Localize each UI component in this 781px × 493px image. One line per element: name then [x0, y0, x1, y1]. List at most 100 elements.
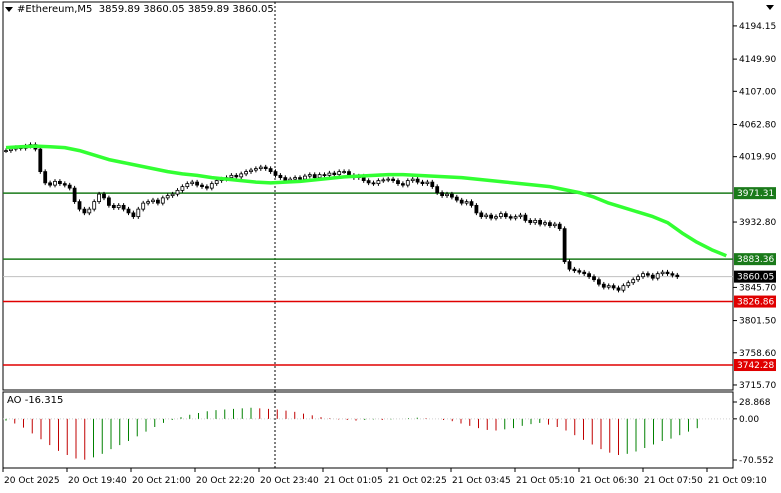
level-price-badge [734, 187, 776, 200]
candle-bullish [244, 171, 249, 175]
candle-bearish [503, 213, 508, 218]
candle-bearish [415, 178, 420, 183]
candle-bullish [518, 214, 523, 218]
chart-scroll-icon[interactable] [766, 5, 774, 10]
time-axis-label: 21 Oct 07:50 [644, 476, 703, 486]
price-axis-tick-label: 3801.50 [739, 317, 776, 327]
time-axis-label: 21 Oct 05:10 [516, 476, 575, 486]
candle-bearish [102, 193, 106, 199]
candle-bearish [459, 199, 464, 204]
time-axis-label: 20 Oct 21:00 [132, 476, 191, 486]
level-price-label: 3826.86 [737, 298, 774, 308]
candle-bullish [621, 285, 626, 291]
candle-bullish [190, 181, 195, 185]
candle-bullish [165, 195, 170, 199]
candle-bearish [440, 192, 445, 197]
candle-bullish [317, 174, 322, 179]
price-axis-tick-label: 3932.80 [739, 218, 776, 228]
candle-bearish [131, 212, 136, 218]
candle-bearish [435, 186, 440, 194]
candle-bullish [376, 180, 381, 185]
ohlc-readout: 3859.89 3860.05 3859.89 3860.05 [98, 4, 274, 15]
ao-pane-frame [2, 391, 734, 469]
candle-bullish [425, 181, 430, 185]
candle-bullish [239, 173, 244, 178]
candle-bullish [209, 183, 214, 189]
candle-bullish [484, 214, 489, 218]
price-axis-tick-label: 3758.60 [739, 349, 776, 359]
candle-bearish [528, 219, 533, 224]
candle-bearish [474, 204, 479, 214]
candle-bullish [513, 216, 518, 219]
candle-bullish [641, 273, 645, 278]
candle-bullish [636, 276, 640, 281]
candle-bearish [430, 181, 435, 188]
symbol-menu-arrow-icon[interactable] [5, 7, 13, 12]
candle-bullish [626, 282, 631, 287]
candle-bullish [170, 193, 175, 197]
candle-bearish [523, 214, 528, 221]
candle-bullish [655, 273, 660, 279]
candle-bearish [572, 268, 577, 272]
candle-bearish [577, 270, 582, 273]
candle-bullish [543, 222, 547, 225]
candle-bearish [582, 271, 587, 275]
time-axis-label: 21 Oct 09:10 [708, 476, 767, 486]
time-axis-label: 21 Oct 02:25 [388, 476, 447, 486]
candle-bearish [562, 228, 567, 263]
level-price-label: 3883.36 [737, 255, 774, 265]
current-price-label: 3860.05 [737, 273, 774, 283]
candle-bearish [72, 187, 77, 203]
candle-bearish [332, 172, 337, 176]
candle-bearish [587, 273, 591, 278]
candle-bearish [449, 193, 454, 198]
candle-bullish [445, 193, 449, 197]
candle-bullish [327, 172, 332, 176]
candle-bearish [557, 223, 562, 230]
candle-bullish [249, 169, 253, 173]
candle-bearish [538, 219, 542, 225]
candle-bearish [347, 171, 351, 176]
candle-bullish [302, 175, 307, 180]
candle-bullish [342, 171, 347, 174]
candle-bearish [646, 273, 650, 276]
candle-bearish [665, 271, 670, 275]
candle-bearish [508, 216, 513, 219]
candle-bearish [597, 279, 601, 285]
price-axis-tick-label: 3845.70 [739, 283, 776, 293]
candle-bullish [136, 208, 141, 218]
time-axis-label: 20 Oct 19:40 [68, 476, 127, 486]
candle-bearish [263, 166, 268, 170]
candle-bullish [494, 216, 498, 219]
candle-bearish [592, 276, 596, 281]
time-axis-label: 20 Oct 23:40 [260, 476, 319, 486]
price-axis-tick-label: 3715.70 [739, 381, 776, 391]
candle-bearish [454, 196, 459, 201]
candle-bearish [195, 181, 200, 186]
candle-bullish [533, 219, 538, 224]
current-price-badge [734, 270, 776, 283]
candle-bullish [307, 174, 312, 177]
candle-bearish [77, 201, 82, 210]
candle-bullish [552, 223, 557, 227]
candle-bullish [53, 180, 57, 186]
moving-average-line [5, 144, 727, 258]
chart-title: #Ethereum,M5 3859.89 3860.05 3859.89 386… [17, 4, 274, 15]
candle-bearish [675, 274, 680, 278]
candle-bullish [92, 201, 97, 210]
level-price-badge [734, 359, 776, 372]
ao-axis-tick-label: 28.868 [739, 398, 771, 408]
candle-bearish [366, 180, 371, 184]
candle-bearish [121, 204, 126, 210]
candle-bearish [38, 148, 43, 173]
time-axis-label: 20 Oct 22:20 [196, 476, 255, 486]
candle-bearish [396, 180, 400, 185]
level-price-badge [734, 295, 776, 308]
candle-bearish [567, 261, 572, 270]
candle-bearish [371, 182, 376, 185]
candle-bullish [606, 285, 611, 288]
candle-bearish [400, 183, 405, 186]
candle-bullish [97, 193, 101, 203]
